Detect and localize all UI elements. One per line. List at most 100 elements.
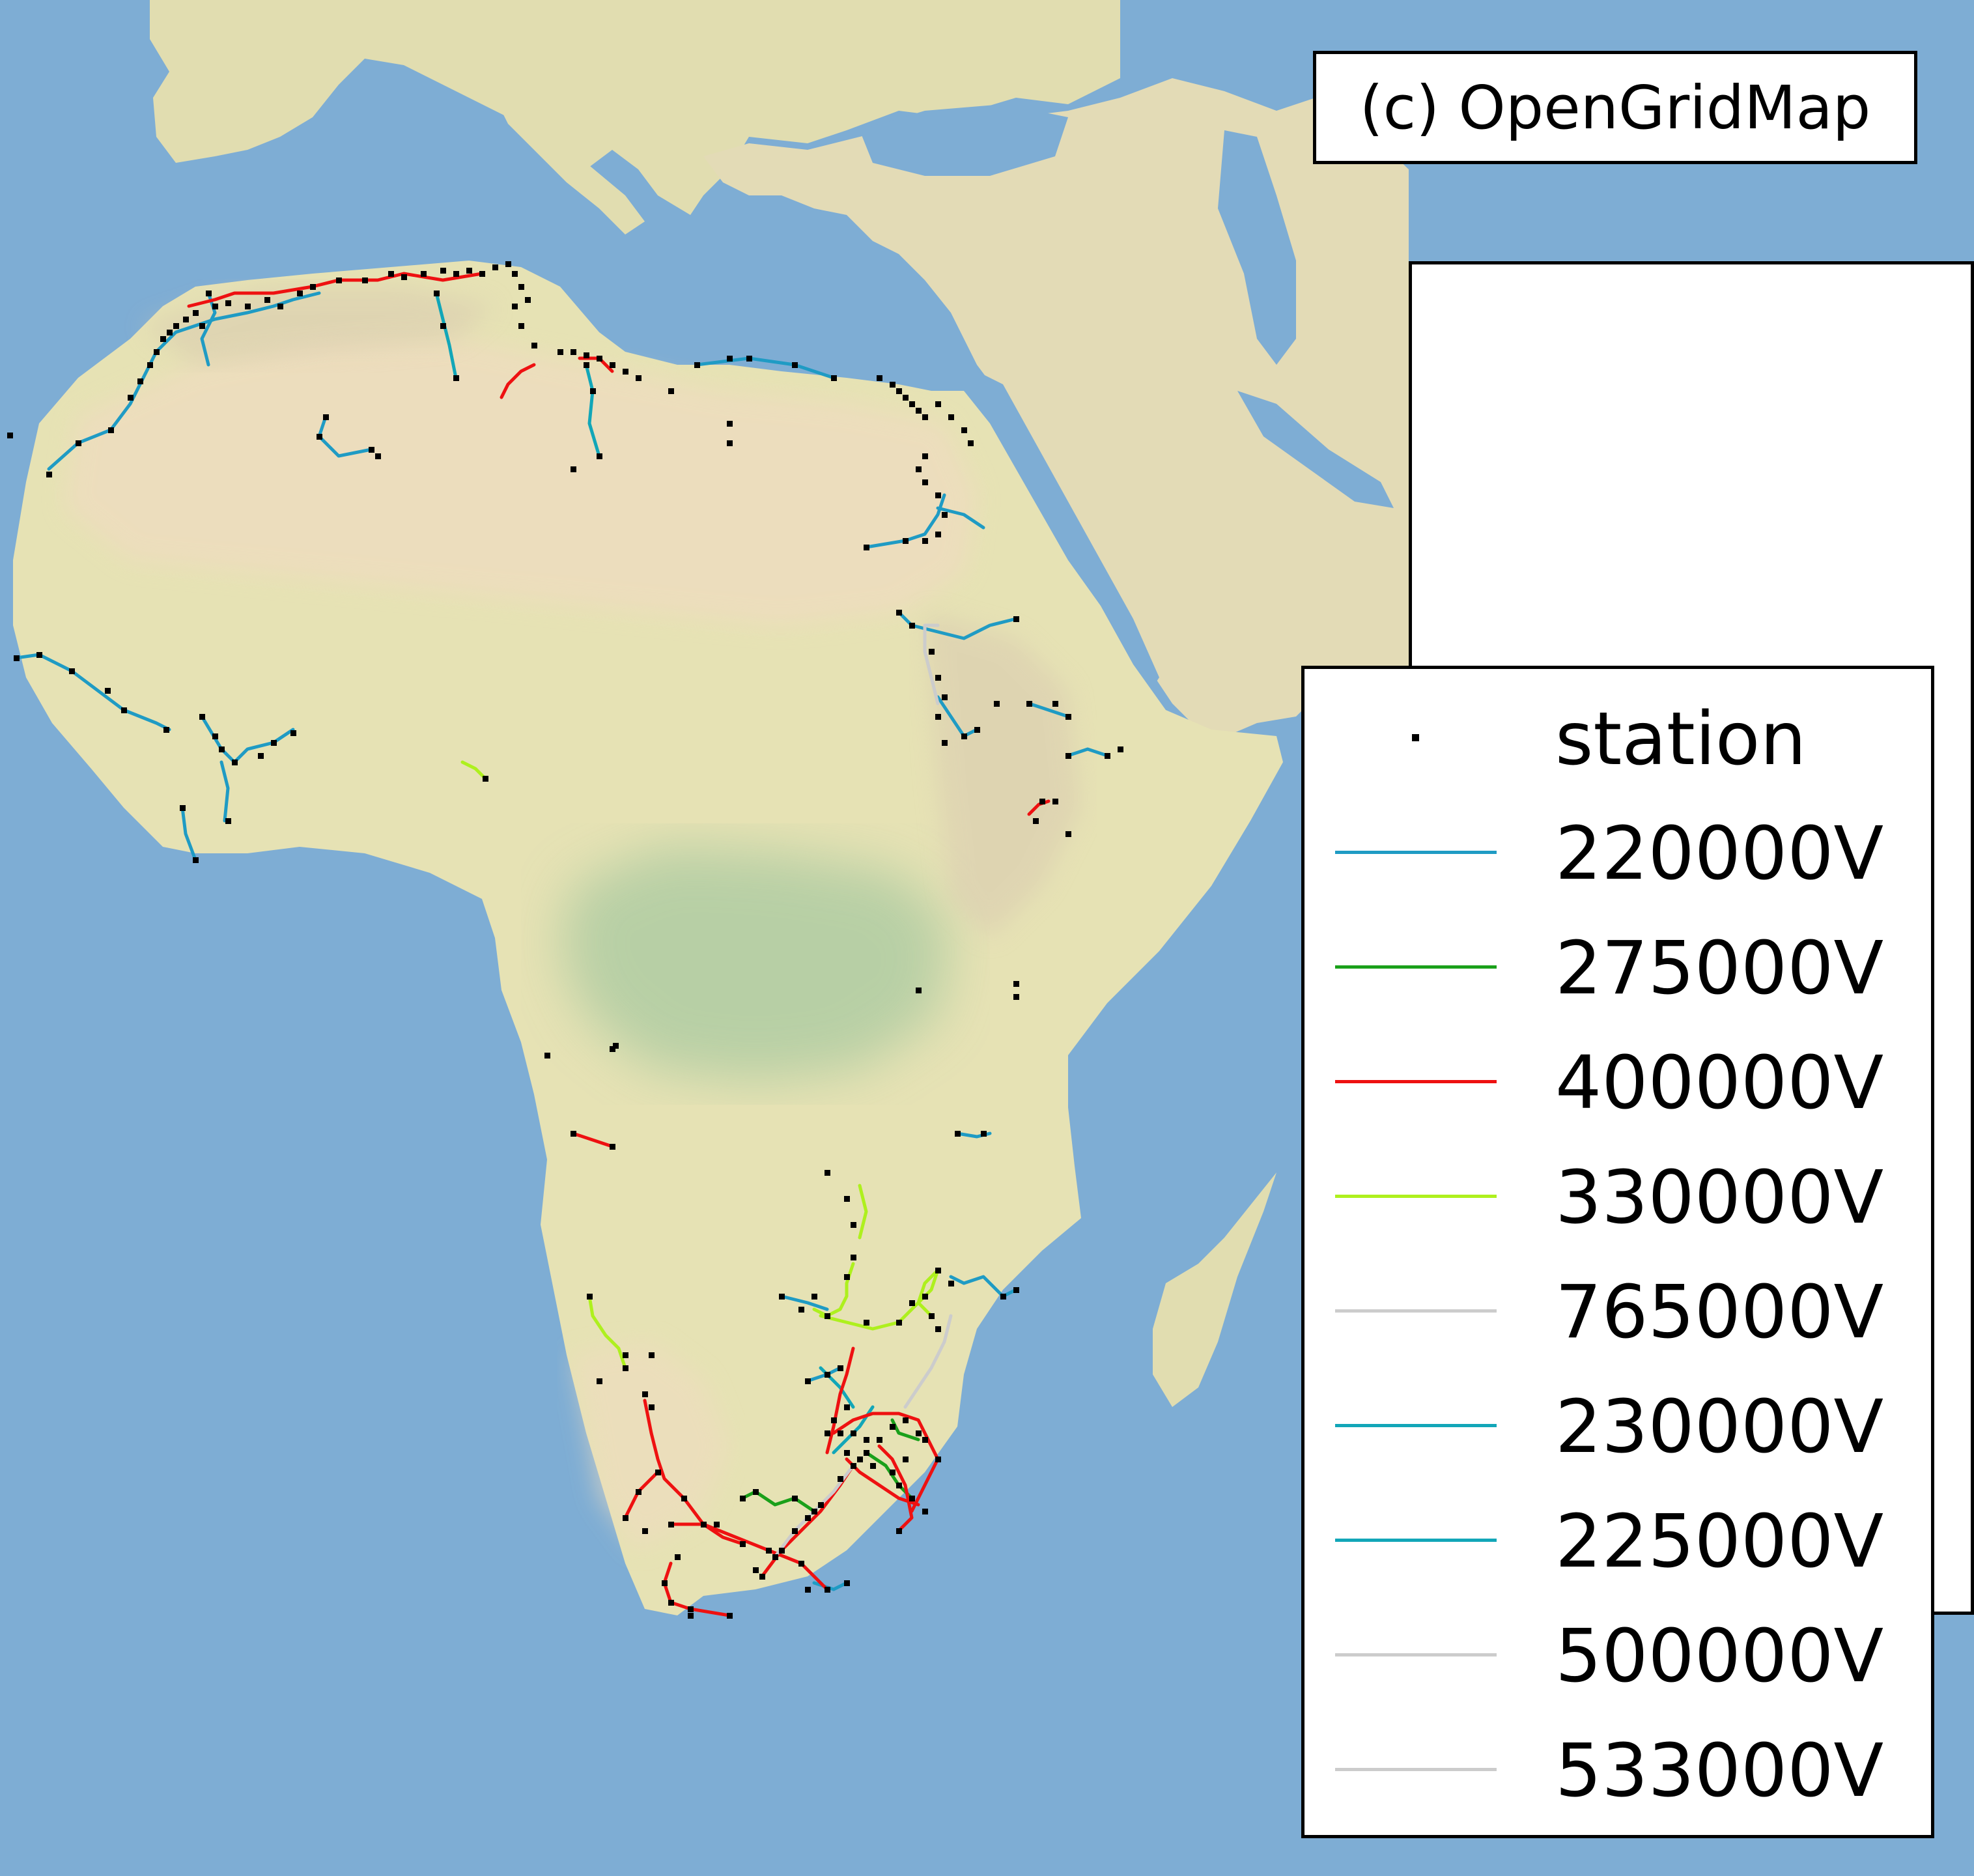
station-marker [798,1561,804,1567]
station-marker [505,261,511,267]
station-marker [173,323,179,329]
station-marker [896,388,902,394]
station-marker [792,362,798,368]
line-220kv [1027,702,1070,718]
station-marker [818,1502,824,1508]
station-marker [336,277,342,283]
station-marker [831,375,837,381]
station-marker [492,264,498,270]
legend-item: station [1304,682,1931,793]
station-marker [369,447,374,453]
station-marker [1033,818,1039,824]
station-marker [922,414,928,420]
credit-box: (c) OpenGridMap [1313,51,1917,164]
station-marker [825,1587,830,1593]
station-marker [584,362,589,368]
line-400kv [832,1412,940,1513]
station-marker [1105,753,1110,759]
station-marker [903,395,909,401]
station-marker [825,1430,830,1436]
station-marker [512,271,518,277]
station-marker [935,675,941,681]
sahara-desert [65,339,977,625]
station-marker [844,1450,850,1456]
station-marker [838,1365,843,1371]
station-marker [597,1378,602,1384]
station-marker [942,694,948,700]
station-marker [694,362,700,368]
station-marker [792,1528,798,1534]
station-marker [649,1404,655,1410]
station-marker [903,1457,909,1462]
station-marker [1065,753,1071,759]
station-marker [571,1131,576,1137]
station-marker [922,1294,928,1300]
station-marker [1065,831,1071,837]
station-marker [916,408,922,414]
station-marker [597,356,602,362]
italy-peninsula [495,98,645,234]
east-african-highlands [925,612,1081,938]
station-marker [147,362,153,368]
legend-item: 225000V [1304,1485,1931,1595]
line-220kv [695,356,836,380]
station-marker [864,1450,869,1456]
station-marker [518,284,524,290]
station-marker [7,433,13,438]
station-marker [108,427,114,433]
station-marker [909,401,915,407]
station-marker [590,388,596,394]
station-marker [167,330,173,335]
station-marker [1065,714,1071,720]
station-marker [206,291,212,296]
legend-label: station [1555,697,1807,782]
line-swatch-icon [1335,1080,1497,1083]
station-marker [890,1424,895,1430]
station-marker [388,271,394,277]
black-sea [860,104,1068,176]
legend-label: 225000V [1555,1499,1884,1584]
station-marker [466,268,472,274]
station-marker [199,714,205,720]
station-marker-icon [1412,734,1419,741]
station-marker [642,1391,648,1397]
station-marker [805,1378,811,1384]
station-marker [76,440,81,446]
station-marker [531,343,537,348]
stations-layer [7,261,1123,1619]
station-marker [825,1170,830,1176]
station-marker [655,1470,661,1475]
station-marker [851,1463,856,1469]
station-marker [740,1496,746,1501]
station-marker [909,1496,915,1501]
station-marker [69,668,75,674]
station-marker [225,818,231,824]
station-marker [727,440,733,446]
line-500kv [903,1314,953,1409]
line-220kv [1066,747,1109,758]
station-marker [183,317,189,322]
station-marker [688,1613,694,1619]
station-marker [955,1131,961,1137]
station-marker [623,1515,628,1521]
station-marker [36,652,42,658]
station-marker [922,1509,928,1514]
line-220kv [317,415,373,458]
line-220kv [200,291,217,367]
station-marker [779,1294,785,1300]
legend-label: 330000V [1555,1156,1884,1240]
station-marker [942,512,948,518]
station-marker [811,1509,817,1514]
station-marker [290,730,296,736]
line-275kv [740,1490,816,1513]
station-marker [701,1522,707,1528]
station-marker [935,532,941,537]
station-marker [193,310,199,316]
station-marker [688,1606,694,1612]
station-marker [890,382,895,388]
station-marker [232,760,238,765]
line-230kv [584,363,601,458]
persian-gulf [1237,391,1394,508]
station-marker [1026,701,1032,707]
station-marker [375,453,381,459]
